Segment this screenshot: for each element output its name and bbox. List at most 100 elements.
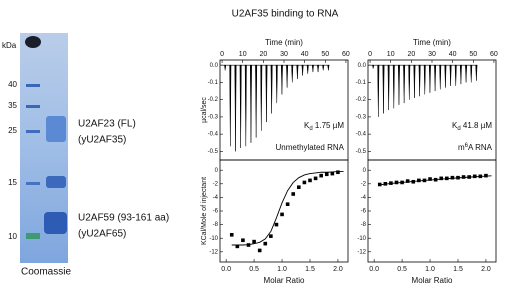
data-point (313, 176, 318, 181)
data-point (472, 174, 477, 179)
kd-annotation: Kd 41.8 µM (452, 121, 492, 131)
rna-label-sup: 6 (465, 143, 469, 149)
y-tick-label: -10 (209, 236, 218, 242)
injection-peak (418, 64, 421, 97)
injection-peak (465, 64, 468, 83)
x-tick-label: 50 (321, 51, 329, 58)
marker-label: 10 (8, 232, 17, 241)
figure-title: U2AF35 binding to RNA (232, 9, 339, 20)
x-tick-label: 0.5 (249, 266, 259, 273)
y-tick-label: -0.2 (356, 97, 367, 103)
injection-peak (459, 64, 462, 85)
injection-peak (255, 64, 258, 138)
injection-peak (275, 64, 278, 104)
y-tick-label: -8 (361, 222, 367, 228)
y-tick-label: 0.0 (358, 63, 367, 69)
marker-band (26, 233, 40, 239)
x-axis-label: Molar Ratio (264, 276, 305, 285)
injection-peak (291, 64, 294, 83)
marker-label: 40 (8, 80, 17, 89)
x-tick-label: 2.0 (333, 266, 343, 273)
band-label: (yU2AF65) (78, 229, 126, 240)
band-label: (yU2AF35) (78, 135, 126, 146)
injection-peak (408, 64, 411, 100)
x-tick-label: 10 (387, 51, 395, 58)
x-tick-label: 30 (428, 51, 436, 58)
x-tick-label: 0 (220, 51, 224, 58)
injection-peak (327, 64, 330, 71)
y-tick-label: 0 (363, 168, 367, 174)
x-tick-label: 60 (342, 51, 350, 58)
gel (20, 33, 68, 263)
rna-label-text: Unmethylated RNA (276, 143, 345, 152)
y-tick-label: -6 (213, 209, 219, 215)
injection-peak (387, 64, 390, 111)
marker-label: 35 (8, 101, 17, 110)
y-tick-label: -6 (361, 209, 367, 215)
y-tick-label: -4 (213, 195, 219, 201)
injection-peak (224, 64, 227, 71)
rna-label-rest: A RNA (468, 143, 493, 152)
rna-label: m6A RNA (458, 143, 493, 153)
y-tick-label: -10 (357, 236, 366, 242)
marker-band (26, 84, 40, 87)
kd-value: 41.8 µM (461, 121, 493, 130)
data-point (241, 238, 245, 243)
marker-label: 15 (8, 178, 17, 187)
data-point (257, 248, 262, 253)
data-point (324, 172, 329, 177)
kd-value: 1.75 µM (313, 121, 345, 130)
data-point (439, 176, 444, 181)
rna-label: Unmethylated RNA (276, 143, 345, 152)
injection-peak (382, 64, 385, 114)
injection-peak (454, 64, 457, 86)
gel-caption: Coomassie (21, 267, 71, 278)
injection-peak (317, 64, 320, 73)
band-label: U2AF23 (FL) (78, 119, 136, 130)
injection-peak (403, 64, 406, 104)
y-tick-label: -0.3 (356, 114, 367, 120)
rna-label-text: m (458, 143, 465, 152)
kd-symbol: K (304, 121, 310, 130)
x-tick-label: 40 (449, 51, 457, 58)
data-point (229, 233, 234, 237)
data-point (394, 180, 399, 185)
injection-peak (428, 64, 431, 93)
fit-curve (231, 171, 344, 246)
x-tick-label: 1.5 (305, 266, 315, 273)
marker-band (26, 182, 40, 185)
well (25, 36, 41, 48)
x-tick-label: 60 (490, 51, 498, 58)
y-tick-label: -4 (361, 195, 367, 201)
x-tick-label: 1.5 (453, 266, 463, 273)
data-point (252, 239, 256, 244)
y-axis-label: KCal/Mole of injectant (201, 177, 208, 245)
injection-peak (234, 64, 237, 152)
x-tick-label: 1.0 (425, 266, 435, 273)
data-point (285, 202, 290, 206)
x-tick-label: 0.0 (369, 266, 379, 273)
injection-peak (306, 64, 309, 74)
x-axis-label: Time (min) (413, 38, 451, 47)
injection-peak (475, 64, 478, 81)
injection-peak (229, 64, 232, 147)
y-tick-label: -2 (361, 181, 367, 187)
y-tick-label: -12 (357, 249, 366, 255)
y-tick-label: -8 (213, 222, 219, 228)
data-point (302, 180, 307, 185)
data-point (330, 171, 335, 176)
y-tick-label: -0.1 (356, 80, 367, 86)
injection-peak (322, 64, 325, 71)
x-tick-label: 1.0 (277, 266, 287, 273)
data-point (291, 192, 296, 196)
injection-peak (270, 64, 273, 114)
kd-annotation: Kd 1.75 µM (304, 121, 344, 131)
injection-peak (296, 64, 299, 79)
injection-peak (286, 64, 289, 88)
data-point (336, 170, 340, 175)
x-tick-label: 0 (368, 51, 372, 58)
injection-peak (470, 64, 473, 83)
x-axis-label: Molar Ratio (412, 276, 453, 285)
sample-band (46, 116, 66, 142)
data-point (274, 222, 279, 227)
